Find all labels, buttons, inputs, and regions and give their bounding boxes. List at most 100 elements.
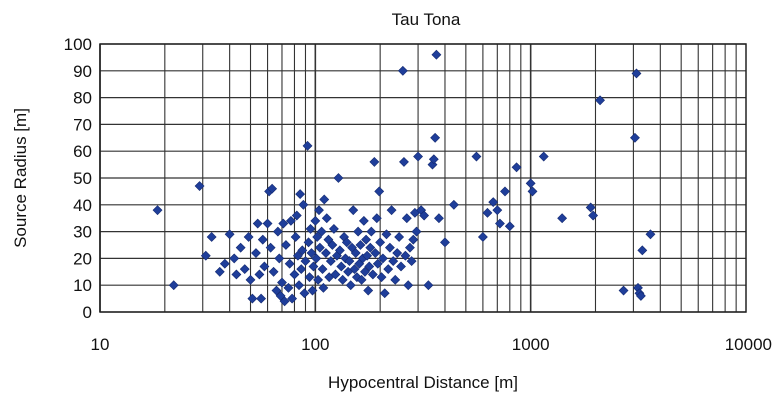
data-point — [423, 280, 434, 291]
data-point — [219, 258, 230, 269]
data-point — [321, 213, 332, 224]
plot-area-border — [99, 43, 747, 313]
y-tick-label: 80 — [73, 89, 92, 108]
y-axis-label: Source Radius [m] — [11, 108, 30, 248]
data-point — [396, 261, 406, 272]
data-point — [305, 223, 316, 234]
data-point — [353, 226, 364, 237]
data-point — [272, 226, 283, 237]
y-tick-label: 50 — [73, 169, 92, 188]
data-point — [257, 234, 268, 245]
data-point — [405, 242, 415, 253]
data-point — [152, 205, 163, 216]
data-point — [168, 280, 179, 291]
data-point — [408, 234, 419, 245]
data-point — [243, 232, 254, 242]
data-point — [388, 256, 399, 267]
data-point — [428, 154, 439, 165]
data-point — [341, 237, 352, 248]
data-point — [327, 240, 338, 250]
data-point — [618, 285, 629, 296]
data-point — [595, 95, 605, 106]
data-point — [538, 151, 549, 162]
data-point — [312, 232, 323, 242]
data-point — [631, 68, 642, 79]
data-point — [635, 290, 646, 301]
data-point — [383, 264, 394, 275]
data-point — [370, 248, 381, 258]
y-tick-label: 70 — [73, 115, 92, 134]
data-point — [384, 242, 395, 253]
data-point — [318, 282, 329, 293]
data-point — [401, 213, 412, 224]
data-point — [290, 232, 301, 242]
data-point — [289, 269, 300, 280]
y-tick-label: 100 — [64, 35, 92, 54]
data-point — [419, 210, 430, 221]
data-point — [254, 269, 265, 280]
data-point — [440, 237, 450, 248]
data-point — [224, 229, 235, 240]
y-tick-label: 30 — [73, 223, 92, 242]
data-point — [511, 162, 522, 173]
data-point — [477, 232, 488, 242]
x-tick-label: 10000 — [725, 335, 772, 354]
data-point — [336, 261, 347, 272]
data-point — [394, 232, 405, 242]
data-point — [471, 151, 482, 162]
x-axis-label: Hypocentral Distance [m] — [328, 373, 518, 392]
data-point — [350, 248, 361, 258]
chart-title: Tau Tona — [392, 10, 461, 29]
data-point — [319, 194, 330, 205]
data-point — [372, 258, 383, 269]
data-point — [630, 132, 640, 143]
y-tick-label: 40 — [73, 196, 92, 215]
data-point — [504, 221, 515, 232]
data-point — [330, 269, 341, 280]
data-point — [482, 207, 493, 218]
data-point — [448, 199, 459, 210]
data-point — [374, 186, 385, 197]
data-point — [321, 248, 331, 258]
y-tick-label: 20 — [73, 249, 92, 268]
data-point — [235, 242, 246, 253]
data-point — [214, 266, 225, 277]
data-point — [294, 280, 304, 291]
data-point — [375, 237, 386, 248]
data-point — [297, 245, 308, 256]
data-point — [349, 264, 360, 275]
data-point — [333, 173, 344, 183]
data-point — [430, 132, 441, 143]
data-point — [588, 210, 599, 221]
data-point — [369, 156, 380, 167]
data-point — [265, 242, 276, 253]
data-point — [362, 250, 373, 261]
data-point — [337, 274, 348, 285]
data-point — [251, 248, 261, 258]
data-point — [356, 274, 367, 285]
data-point — [390, 274, 401, 285]
data-point — [194, 181, 205, 191]
data-point — [492, 205, 503, 216]
data-point — [262, 218, 273, 229]
data-point — [267, 183, 278, 194]
data-point — [259, 261, 270, 272]
data-point — [377, 253, 388, 264]
data-point — [206, 232, 217, 242]
data-point — [256, 293, 267, 304]
data-point — [268, 266, 279, 277]
data-point — [527, 186, 538, 197]
data-point — [279, 296, 290, 307]
x-tick-labels: 10 100 1000 10000 — [91, 335, 772, 354]
data-point — [344, 256, 355, 267]
x-tick-label: 100 — [301, 335, 329, 354]
data-point — [411, 226, 422, 237]
data-point — [304, 272, 315, 283]
data-point — [310, 215, 321, 226]
data-point — [406, 256, 417, 267]
data-point — [403, 280, 414, 291]
data-point — [284, 258, 295, 269]
data-point — [360, 266, 370, 277]
